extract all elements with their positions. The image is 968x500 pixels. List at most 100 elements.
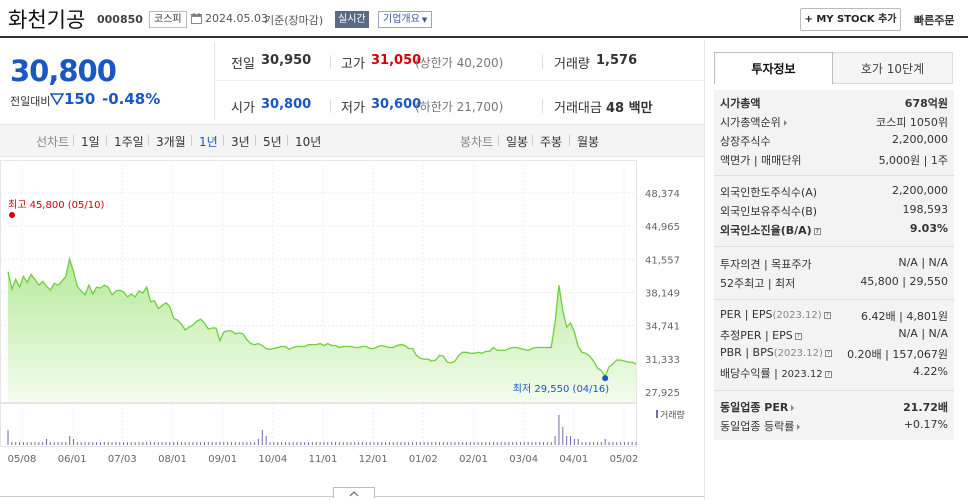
chart-tab-bar [0,124,704,157]
date-text: 2024.05.03 [205,12,268,25]
volume-value: 1,576 [596,53,638,68]
y-tick-label: 31,333 [645,355,680,366]
info-row-est-per[interactable]: 추정PER | EPS? N/A | N/A [720,327,948,345]
divider [330,55,331,69]
tab-investment-info[interactable]: 투자정보 [714,52,833,84]
tab-3y[interactable]: 3년 [231,135,250,149]
info-key: 액면가 | 매매단위 [720,154,802,167]
info-row-industry-rate[interactable]: 동일업종 등락률 +0.17% [720,418,948,436]
volume-bar [169,442,171,445]
info-row-industry-per[interactable]: 동일업종 PER 21.72배 [720,399,948,417]
volume-bar [177,442,179,445]
current-price: 30,800 [10,54,117,88]
my-stock-add-button[interactable]: + MY STOCK 추가 [800,8,901,31]
volume-bar [596,442,598,445]
y-tick-label: 38,149 [645,289,680,300]
x-tick-label: 05/02 [610,454,639,465]
tab-orderbook[interactable]: 호가 10단계 [833,52,953,84]
x-tick-label: 08/01 [158,454,187,465]
tab-daily[interactable]: 일봉 [506,135,529,149]
volume-bar [523,442,525,445]
info-key: 투자의견 | 목표주가 [720,258,812,271]
volume-bar [288,442,290,445]
volume-bar [435,442,437,445]
tab-1d[interactable]: 1일 [81,135,100,149]
y-tick-label: 48,374 [645,189,680,200]
info-row-pbr-bps[interactable]: PBR | BPS(2023.12)? 0.20배 | 157,067원 [720,346,948,364]
volume-bar [277,442,279,445]
upper-limit: (상한가 40,200) [415,56,504,70]
volume-bar [76,442,78,445]
company-overview-button[interactable]: 기업개요 ▼ [378,11,433,28]
quick-order-button[interactable]: 빠른주문 [914,14,955,27]
info-value: 5,000원 | 1주 [878,154,948,167]
tab-10y[interactable]: 10년 [295,135,322,149]
volume-bar [319,442,321,445]
volume-bar [573,439,575,445]
info-value: +0.17% [903,418,948,431]
y-axis: 48,374 44,965 41,557 38,149 34,741 31,333 27,9… [645,189,680,399]
price-area [8,258,636,402]
info-row-per-eps[interactable]: PER | EPS(2023.12)? 6.42배 | 4,801원 [720,308,948,326]
high-label: 고가 [341,57,365,72]
volume-bar [631,442,633,445]
volume-bar [173,442,175,445]
info-key: PER | EPS(2023.12)? [720,308,831,321]
info-row-dividend[interactable]: 배당수익률 | 2023.12? 4.22% [720,365,948,383]
volume-bar [381,442,383,445]
tab-monthly[interactable]: 월봉 [577,135,600,149]
info-row-foreign-ratio[interactable]: 외국인소진율(B/A)? 9.03% [720,222,948,240]
volume-bar [57,442,59,445]
prev-close-value: 30,950 [261,53,312,68]
volume-bar [377,442,379,445]
divider [73,135,74,146]
volume-bar [284,442,286,445]
realtime-badge[interactable]: 실시간 [335,11,369,28]
volume-bar [489,442,491,445]
volume-bar [72,439,74,445]
volume-bar [65,442,67,445]
volume-bar [257,439,259,445]
tab-3m[interactable]: 3개월 [156,135,186,149]
tab-5y[interactable]: 5년 [263,135,282,149]
change-value: 150 [64,90,96,108]
volume-bar [103,442,105,445]
volume-bar [439,442,441,445]
change-percent: -0.48% [102,90,161,108]
volume-bar [200,442,202,445]
volume-bar [142,442,144,445]
info-row-foreign-holding: 외국인보유주식수(B) 198,593 [720,203,948,221]
info-value: 2,200,000 [892,133,948,146]
volume-bar [585,442,587,445]
info-row-market-cap-rank[interactable]: 시가총액순위 코스피 1050위 [720,114,948,132]
info-key: 상장주식수 [720,135,771,148]
volume-bar [180,442,182,445]
volume-bar [469,442,471,445]
divider [498,135,499,146]
volume-bar [358,442,360,445]
tab-weekly[interactable]: 주봉 [540,135,563,149]
amount-value: 48 백만 [606,101,653,116]
volume-bar [273,442,275,445]
volume-bar [620,442,622,445]
info-value: 21.72배 [903,401,948,414]
x-tick-label: 06/01 [58,454,87,465]
info-row-opinion: 투자의견 | 목표주가 N/A | N/A [720,256,948,274]
tab-1y[interactable]: 1년 [199,135,218,149]
stock-header [0,0,968,38]
company-overview-label: 기업개요 [383,14,420,25]
x-axis: 05/08 06/01 07/03 08/01 09/01 10/04 11/01 12/01… [8,454,639,465]
high-annotation: 최고 45,800 (05/10) [8,199,104,211]
divider [569,135,570,146]
tab-1w[interactable]: 1주일 [114,135,144,149]
volume-bar [427,442,429,445]
volume-bar [269,442,271,445]
collapse-button[interactable] [333,487,375,498]
volume-bar [92,442,94,445]
volume-bar [26,442,28,445]
volume-bar [485,442,487,445]
volume-bar [508,442,510,445]
info-value: 코스피 1050위 [876,116,948,129]
price-chart[interactable]: 48,374 44,965 41,557 38,149 34,741 31,333 27,9… [0,160,704,490]
volume-bar [49,442,51,445]
